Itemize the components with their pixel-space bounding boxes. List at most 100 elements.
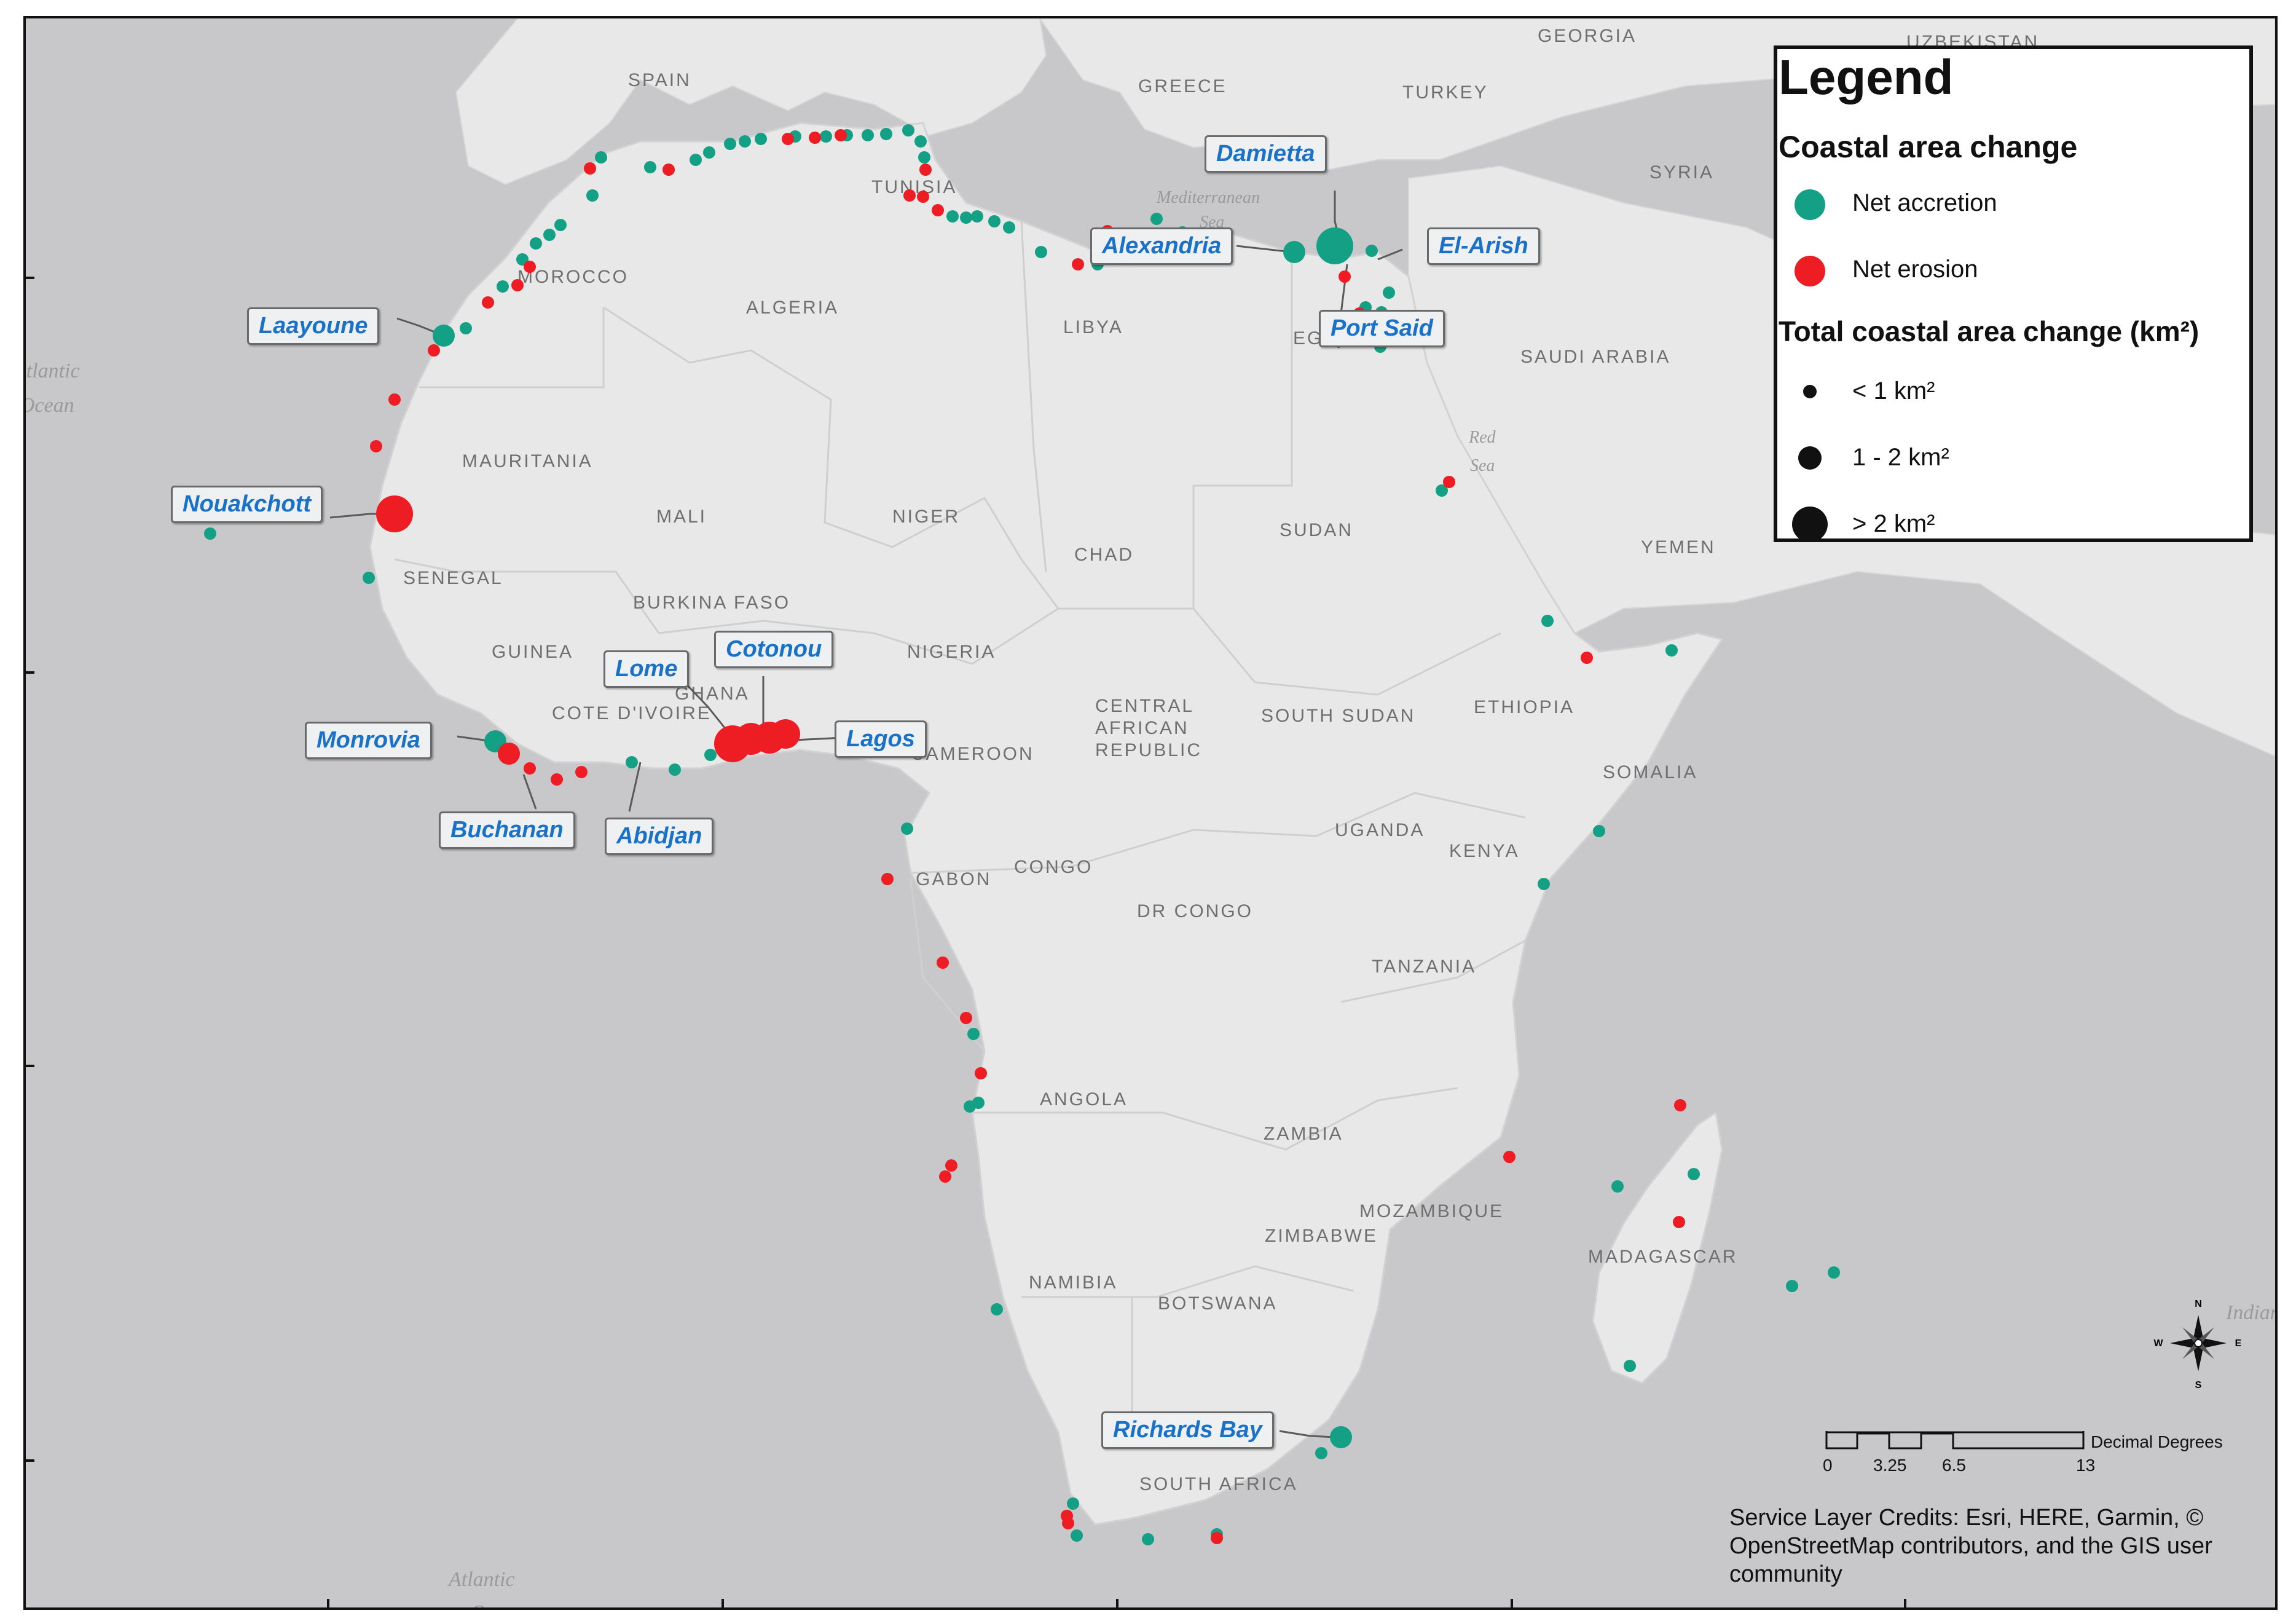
label-somalia: SOMALIA (1603, 762, 1697, 783)
legend-size-small-label: < 1 km² (1852, 377, 1935, 404)
label-georgia: GEORGIA (1538, 26, 1637, 46)
accretion-marker (1688, 1168, 1700, 1180)
label-red-sea: Sea (1470, 456, 1495, 475)
label-atlantic-north-2: Ocean (26, 394, 74, 417)
label-atlantic-north-1: Atlantic (26, 360, 80, 382)
accretion-marker (739, 135, 751, 148)
compass-rose-icon: N S E W (2153, 1299, 2242, 1389)
scale-tick-2: 6.5 (1942, 1456, 1966, 1475)
compass-s: S (2195, 1380, 2202, 1389)
accretion-marker (820, 130, 832, 143)
accretion-marker (946, 210, 959, 223)
label-madagascar: MADAGASCAR (1588, 1247, 1737, 1267)
scale-tick-0: 0 (1823, 1456, 1833, 1475)
accretion-marker (543, 229, 556, 241)
accretion-marker (554, 219, 567, 231)
accretion-marker (669, 763, 681, 776)
accretion-marker (971, 210, 983, 223)
label-angola: ANGOLA (1040, 1089, 1128, 1110)
label-morocco: MOROCCO (517, 267, 629, 287)
legend-erosion-swatch (1795, 256, 1825, 286)
scale-bar: Decimal Degrees 0 3.25 6.5 13 (1823, 1426, 2255, 1500)
accretion-marker (363, 572, 375, 584)
erosion-marker (960, 1012, 972, 1024)
label-sudan: SUDAN (1280, 520, 1353, 540)
legend-erosion-label: Net erosion (1852, 256, 1978, 283)
accretion-marker (914, 135, 927, 148)
erosion-marker (939, 1170, 951, 1183)
erosion-marker (482, 296, 494, 309)
callout-damietta: Damietta (1205, 135, 1327, 173)
label-senegal: SENEGAL (403, 568, 503, 588)
accretion-marker (1665, 644, 1678, 657)
accretion-marker-large (1316, 227, 1353, 264)
label-turkey: TURKEY (1402, 82, 1488, 103)
accretion-marker (1035, 246, 1047, 258)
label-kenya: KENYA (1449, 841, 1519, 861)
erosion-marker (388, 393, 401, 406)
accretion-marker (918, 151, 930, 164)
legend-accretion-label: Net accretion (1852, 189, 1997, 216)
label-niger: NIGER (892, 507, 960, 527)
erosion-marker (975, 1067, 987, 1079)
erosion-marker (1674, 1099, 1686, 1111)
accretion-marker (1828, 1266, 1840, 1279)
frame-ticks (26, 277, 1906, 1607)
callout-buchanan: Buchanan (439, 811, 575, 849)
callout-abidjan: Abidjan (605, 818, 714, 855)
erosion-marker-large (376, 495, 413, 532)
callout-lome: Lome (603, 650, 690, 688)
legend-panel: Legend Coastal area change Net accretion… (1774, 45, 2253, 542)
accretion-marker (755, 133, 767, 145)
erosion-marker (428, 344, 440, 357)
accretion-marker (595, 151, 607, 164)
label-south-africa: SOUTH AFRICA (1139, 1474, 1298, 1494)
accretion-marker (204, 527, 216, 540)
compass-e: E (2235, 1338, 2242, 1349)
accretion-marker (626, 756, 638, 768)
accretion-marker (1624, 1360, 1636, 1372)
erosion-marker (584, 162, 596, 175)
accretion-marker (1593, 825, 1605, 837)
label-gabon: GABON (916, 869, 991, 889)
label-mauritania: MAURITANIA (462, 451, 593, 471)
callout-el-arish: El-Arish (1427, 227, 1540, 265)
label-south-sudan: SOUTH SUDAN (1261, 706, 1415, 726)
erosion-marker (903, 189, 916, 202)
accretion-marker (1067, 1497, 1079, 1510)
erosion-marker (881, 873, 894, 885)
accretion-marker (972, 1097, 985, 1109)
label-zambia: ZAMBIA (1264, 1124, 1343, 1144)
accretion-marker (988, 215, 1001, 227)
label-indian: Indian (2225, 1301, 2275, 1324)
callout-nouakchott: Nouakchott (171, 486, 323, 523)
label-spain: SPAIN (628, 70, 691, 90)
erosion-marker (809, 132, 821, 144)
erosion-marker (551, 773, 563, 786)
label-drc: DR CONGO (1137, 901, 1253, 921)
label-greece: GREECE (1138, 76, 1227, 97)
accretion-marker (724, 138, 736, 150)
label-saudi: SAUDI ARABIA (1520, 347, 1670, 367)
legend-section-total-change: Total coastal area change (km²) (1779, 315, 2200, 347)
callout-alexandria: Alexandria (1090, 227, 1233, 265)
accretion-marker (460, 322, 472, 334)
legend-section-coastal-change: Coastal area change (1779, 130, 2078, 164)
callout-richards-bay: Richards Bay (1101, 1411, 1274, 1449)
accretion-marker (902, 124, 914, 136)
erosion-marker-large (771, 719, 800, 749)
erosion-marker (1062, 1517, 1074, 1529)
label-car1: CENTRAL (1095, 696, 1194, 716)
scale-bar-graphic (1825, 1431, 2085, 1449)
callout-cotonou: Cotonou (714, 631, 834, 668)
label-namibia: NAMIBIA (1029, 1272, 1117, 1293)
callout-laayoune: Laayoune (247, 307, 380, 345)
accretion-marker (1611, 1180, 1624, 1193)
erosion-marker (917, 191, 929, 203)
accretion-marker (991, 1303, 1003, 1315)
erosion-marker (1211, 1532, 1223, 1544)
label-ethiopia: ETHIOPIA (1474, 697, 1575, 717)
accretion-marker (703, 146, 715, 159)
country-labels: SPAIN GREECE TURKEY GEORGIA UZBEKISTAN S… (403, 26, 2037, 1494)
accretion-marker-medium (1330, 1426, 1352, 1448)
